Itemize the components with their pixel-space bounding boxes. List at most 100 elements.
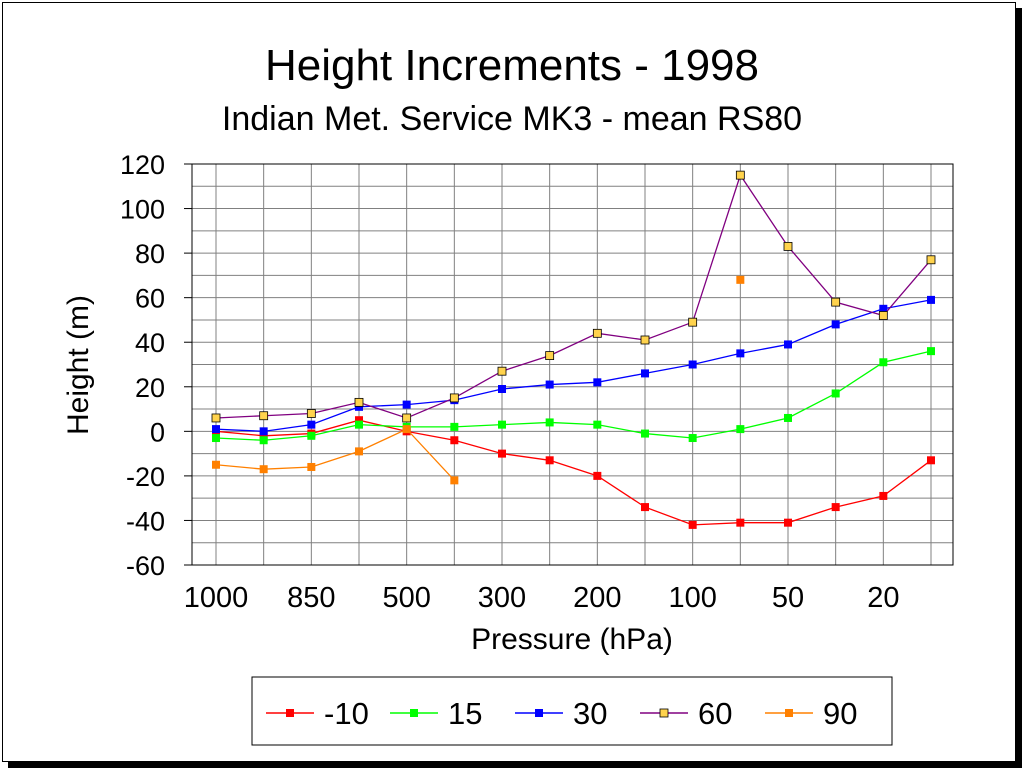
data-point (449, 393, 459, 403)
data-point (688, 317, 698, 327)
y-tick-label: 100 (120, 195, 165, 225)
data-point (593, 378, 602, 387)
chart-frame (2, 2, 1016, 762)
data-point (879, 358, 888, 367)
data-point (402, 425, 411, 434)
series-line (215, 428, 455, 481)
data-point (545, 380, 554, 389)
x-axis: 1000 850 500 300 200 100 50 20 (184, 582, 900, 614)
y-axis: 120 100 80 60 40 20 0 -20 -40 -60 (120, 150, 192, 581)
data-point (545, 351, 555, 360)
data-point (212, 460, 220, 469)
legend-swatch-marker (535, 709, 543, 717)
x-axis-label: Pressure (hPa) (471, 623, 673, 656)
series-line (215, 350, 932, 441)
y-axis-label: Height (m) (62, 295, 95, 435)
x-tick-label: 1000 (184, 582, 249, 614)
data-point (831, 297, 841, 307)
data-point (735, 170, 745, 180)
data-point (450, 422, 459, 431)
data-point (498, 449, 506, 458)
data-point (640, 335, 650, 345)
x-tick-label: 850 (287, 582, 335, 614)
data-point (259, 427, 268, 436)
y-tick-label: -20 (126, 462, 165, 492)
data-point (497, 366, 507, 376)
data-point (212, 425, 220, 434)
series-group (211, 170, 936, 529)
data-point (498, 420, 506, 429)
data-point (736, 349, 745, 358)
data-point (307, 462, 316, 471)
data-point (641, 369, 649, 378)
data-point (450, 476, 459, 485)
data-point (402, 413, 412, 423)
data-point (926, 255, 936, 265)
data-point (688, 360, 697, 369)
x-tick-label: 20 (867, 582, 899, 614)
x-tick-label: 100 (668, 582, 716, 614)
series-30 (212, 295, 935, 436)
data-point (307, 420, 316, 429)
data-point (688, 434, 697, 443)
x-tick-label: 300 (478, 582, 526, 614)
plot-area (191, 163, 954, 566)
legend-label: 15 (448, 696, 482, 731)
legend-item-15: 15 (390, 696, 482, 731)
data-point (736, 425, 745, 434)
chart-title: Height Increments - 1998 (265, 41, 759, 90)
legend-item-60: 60 (640, 696, 732, 731)
data-point (498, 385, 506, 394)
data-point (307, 431, 316, 440)
data-point (592, 328, 602, 338)
legend-swatch-marker (659, 708, 669, 718)
data-point (784, 413, 792, 422)
x-tick-label: 50 (772, 582, 804, 614)
data-point (450, 436, 459, 445)
data-point (927, 347, 935, 356)
series--10 (212, 416, 935, 529)
legend-swatch-marker (410, 709, 418, 717)
data-point (736, 275, 745, 284)
data-point (688, 520, 697, 529)
data-point (355, 416, 363, 425)
data-point (212, 434, 220, 443)
data-point (879, 491, 888, 500)
chart-subtitle: Indian Met. Service MK3 - mean RS80 (222, 100, 802, 138)
series-60 (211, 170, 936, 423)
data-point (879, 304, 888, 313)
data-point (259, 436, 268, 445)
y-tick-label: 120 (120, 150, 165, 180)
data-point (593, 420, 602, 429)
data-point (783, 242, 793, 251)
data-point (354, 397, 364, 407)
y-tick-label: -40 (126, 506, 165, 536)
data-point (736, 518, 745, 527)
legend-item-90: 90 (765, 696, 857, 731)
data-point (878, 311, 888, 320)
data-point (402, 400, 411, 409)
legend-label: -10 (324, 696, 369, 731)
data-point (259, 465, 268, 474)
legend-label: 90 (823, 696, 857, 731)
data-point (784, 518, 792, 527)
data-point (641, 503, 649, 512)
data-point (259, 431, 268, 440)
x-tick-label: 200 (573, 582, 621, 614)
data-point (355, 447, 363, 456)
y-tick-label: -60 (126, 551, 165, 581)
data-point (545, 418, 554, 427)
y-tick-label: 80 (135, 239, 165, 269)
legend-label: 60 (698, 696, 732, 731)
legend-item-30: 30 (515, 696, 607, 731)
data-point (545, 456, 554, 465)
legend-label: 30 (573, 696, 607, 731)
x-tick-label: 500 (382, 582, 430, 614)
data-point (831, 389, 840, 398)
data-point (259, 411, 269, 421)
series-line (215, 299, 932, 432)
legend: -10 15 30 60 90 (251, 676, 893, 746)
y-tick-label: 60 (135, 284, 165, 314)
data-point (593, 471, 602, 480)
